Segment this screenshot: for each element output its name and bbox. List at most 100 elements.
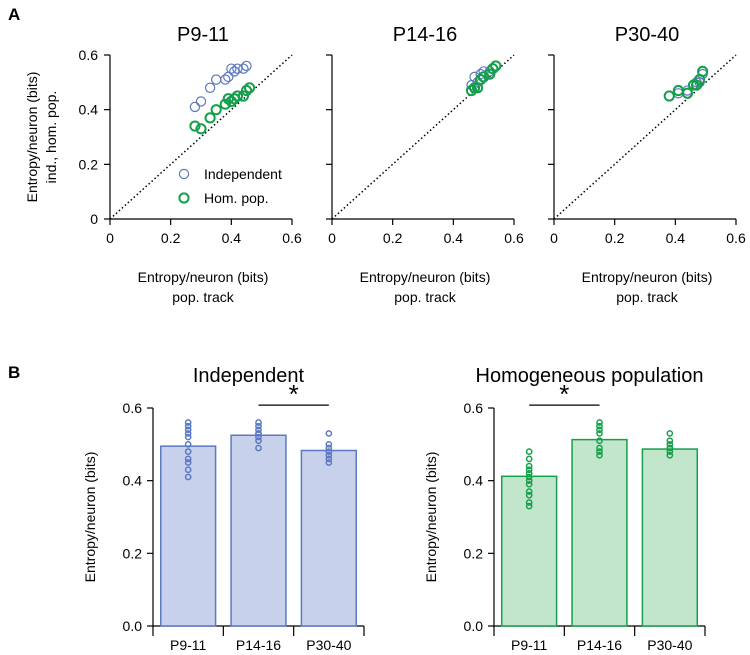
x-axis-label-sub: pop. track [172, 289, 234, 305]
bar-data-point [184, 419, 192, 426]
bar-data-point [184, 440, 192, 448]
y-tick-label: 0.0 [123, 618, 143, 634]
x-tick-label: 0.4 [444, 230, 464, 246]
bar-data-point [525, 488, 533, 495]
bar-data-point [184, 422, 192, 430]
y-tick-label: 0.2 [464, 545, 484, 561]
scatter-panel-1: P9-11 0 0.2 0.4 0.6 0 0.2 0.4 0.6 Entropy/neuron … [24, 24, 302, 305]
data-point-homogeneous [189, 120, 201, 132]
bar-data-point [255, 422, 262, 430]
bar-data-point [325, 459, 333, 466]
data-point-independent [210, 74, 222, 85]
data-point-homogeneous [697, 65, 709, 78]
x-tick-label: P30-40 [647, 637, 692, 653]
bar-data-point [184, 448, 192, 455]
legend-label-homogeneous: Hom. pop. [204, 190, 269, 206]
data-point-homogeneous [487, 63, 499, 75]
bar-chart-title: Homogeneous population [476, 365, 704, 387]
bar-data-point [255, 433, 262, 441]
y-axis-label: Entropy/neuron (bits) [423, 452, 439, 583]
bar-data-point [255, 430, 262, 437]
x-tick-label: 0.2 [605, 230, 625, 246]
y-tick-label: 0.6 [464, 400, 484, 416]
bar-data-point [596, 437, 603, 445]
bar-data-point [596, 419, 603, 426]
x-tick-label: P14-16 [236, 637, 281, 653]
x-tick-label: 0.2 [383, 230, 403, 246]
x-axis-label: Entropy/neuron (bits) [360, 269, 491, 285]
data-point-homogeneous [484, 68, 496, 80]
bar-data-point [666, 444, 674, 452]
bar [500, 475, 558, 627]
bar-data-point [525, 499, 533, 506]
bar-data-point [255, 437, 262, 445]
x-axis-label-sub: pop. track [616, 289, 678, 305]
bar-data-point [596, 448, 603, 455]
bar-data-point [525, 480, 533, 488]
bar [230, 434, 287, 627]
y-axis-label: Entropy/neuron (bits) [82, 452, 98, 583]
legend-marker-independent [178, 168, 190, 180]
x-tick-label: 0 [328, 230, 336, 246]
y-tick-label: 0.6 [79, 47, 99, 63]
data-point-homogeneous [210, 104, 222, 116]
bar-data-point [525, 455, 533, 463]
panel-label-b: B [8, 363, 20, 382]
legend-label-independent: Independent [204, 166, 282, 182]
y-tick-label: 0.4 [123, 473, 143, 489]
data-point-homogeneous [225, 95, 237, 108]
bar-data-point [184, 430, 192, 437]
data-point-homogeneous [690, 79, 703, 91]
bar-data-point [184, 433, 192, 441]
x-axis-label: Entropy/neuron (bits) [138, 269, 269, 285]
bar-panel-1: Independent 0.0 0.2 0.4 0.6 Entropy/neuron (b… [82, 365, 365, 653]
y-tick-label: 0 [90, 211, 98, 227]
bar-data-point [184, 459, 192, 466]
y-tick-label: 0.2 [123, 545, 143, 561]
data-point-homogeneous [475, 74, 487, 86]
bar-data-point [255, 419, 262, 426]
x-tick-label: P30-40 [306, 637, 351, 653]
unity-line [109, 54, 293, 220]
data-point-independent [241, 60, 252, 72]
scatter-title: P14-16 [393, 24, 458, 46]
y-axis-label-sub: ind., hom. pop. [43, 91, 59, 184]
bar-data-point [325, 440, 333, 448]
data-point-homogeneous [681, 87, 694, 99]
bar-data-point [325, 448, 333, 455]
data-point-independent [204, 82, 216, 94]
bar [641, 448, 699, 627]
x-tick-label: 0.6 [504, 230, 524, 246]
y-tick-label: 0.6 [123, 400, 143, 416]
bar-data-point [325, 444, 333, 452]
data-point-independent [220, 74, 231, 85]
data-point-homogeneous [237, 90, 250, 102]
bar-data-point [596, 426, 603, 434]
x-tick-label: P9-11 [511, 637, 548, 653]
bar-data-point [666, 448, 674, 455]
significance-star: * [289, 379, 299, 409]
x-tick-label: 0.2 [161, 230, 181, 246]
scatter-title: P9-11 [177, 24, 229, 46]
scatter-title: P30-40 [615, 24, 680, 46]
x-tick-label: P14-16 [577, 637, 622, 653]
bar-data-point [525, 477, 533, 485]
x-tick-label: 0.4 [666, 230, 686, 246]
bar [571, 438, 628, 627]
bar-panel-2: Homogeneous population 0.0 0.2 0.4 0.6 Entrop… [423, 365, 706, 653]
bar-data-point [596, 422, 603, 430]
data-point-independent [238, 63, 249, 74]
bar-data-point [525, 502, 533, 510]
bar-data-point [525, 491, 533, 499]
x-tick-label: 0.4 [222, 230, 242, 246]
scatter-panel-2: P14-16 0 0.2 0.4 0.6 Entropy/neuron (bits) pop… [326, 24, 524, 305]
scatter-panel-3: P30-40 0 0.2 0.4 0.6 Entropy/neuron (bits) pop… [548, 24, 746, 305]
panel-label-a: A [8, 5, 20, 24]
bar [300, 449, 358, 627]
bar-data-point [666, 430, 674, 437]
bar-data-point [184, 466, 192, 474]
bar-data-point [325, 451, 333, 459]
bar-data-point [255, 444, 262, 452]
data-point-homogeneous [240, 84, 253, 97]
